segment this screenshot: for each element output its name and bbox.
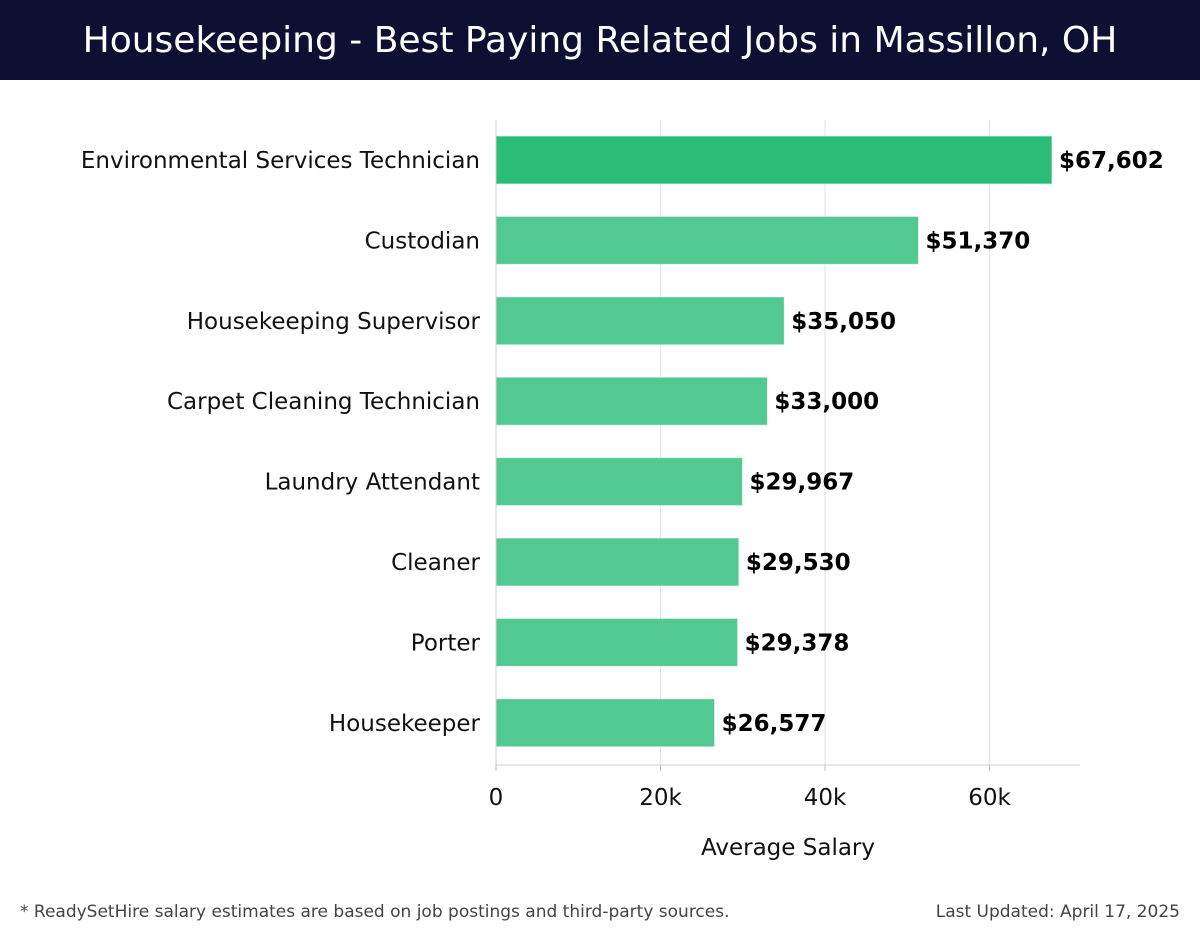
category-label: Housekeeper bbox=[329, 711, 481, 737]
bar bbox=[495, 296, 785, 346]
footer-note: * ReadySetHire salary estimates are base… bbox=[20, 902, 730, 922]
value-label: $29,530 bbox=[746, 550, 851, 576]
category-label: Cleaner bbox=[391, 550, 480, 576]
x-tick-label: 40k bbox=[804, 785, 847, 811]
value-label: $51,370 bbox=[926, 228, 1031, 254]
bars: Environmental Services Technician $67,602… bbox=[81, 135, 1164, 748]
bar bbox=[495, 617, 739, 667]
x-tick-label: 60k bbox=[968, 785, 1011, 811]
value-label: $35,050 bbox=[791, 309, 896, 335]
chart-header: Housekeeping - Best Paying Related Jobs … bbox=[0, 0, 1200, 80]
category-label: Housekeeping Supervisor bbox=[187, 309, 481, 335]
value-label: $26,577 bbox=[722, 711, 827, 737]
bar bbox=[495, 698, 716, 748]
bar bbox=[495, 135, 1053, 185]
axes: 0 20k 40k 60k bbox=[489, 120, 1080, 811]
last-updated: Last Updated: April 17, 2025 bbox=[935, 902, 1180, 922]
chart-title: Housekeeping - Best Paying Related Jobs … bbox=[82, 19, 1118, 61]
value-label: $33,000 bbox=[774, 389, 879, 415]
salary-bar-chart: Environmental Services Technician $67,602… bbox=[81, 120, 1164, 861]
value-label: $29,967 bbox=[749, 470, 854, 496]
x-axis-title: Average Salary bbox=[701, 835, 875, 861]
category-label: Environmental Services Technician bbox=[81, 148, 480, 174]
bar bbox=[495, 537, 740, 587]
category-label: Custodian bbox=[365, 228, 480, 254]
x-tick-label: 20k bbox=[639, 785, 682, 811]
value-label: $67,602 bbox=[1059, 148, 1164, 174]
bar bbox=[495, 376, 768, 426]
bar bbox=[495, 215, 920, 265]
x-tick-label: 0 bbox=[489, 785, 504, 811]
category-label: Laundry Attendant bbox=[265, 470, 480, 496]
bar bbox=[495, 457, 743, 507]
value-label: $29,378 bbox=[745, 630, 850, 656]
category-label: Carpet Cleaning Technician bbox=[167, 389, 480, 415]
category-label: Porter bbox=[411, 630, 481, 656]
